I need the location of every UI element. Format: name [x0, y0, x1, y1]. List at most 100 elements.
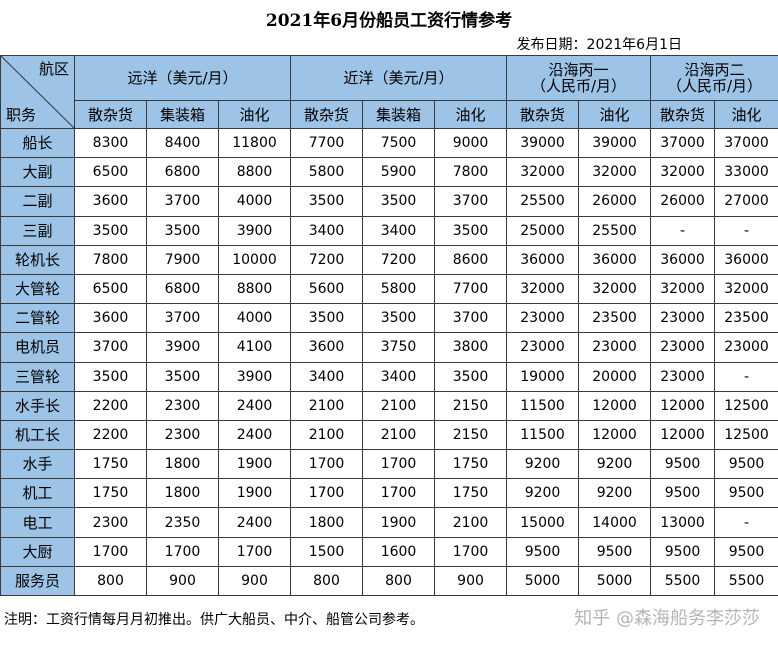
region-header-coastal-c1: 沿海丙一 （人民币/月）: [506, 55, 652, 101]
salary-cell: 25500: [506, 186, 580, 217]
salary-cell: 23500: [578, 303, 652, 334]
salary-cell: 3500: [290, 186, 364, 217]
salary-cell: 7500: [362, 127, 436, 159]
salary-cell: 7700: [434, 273, 508, 305]
table-row: 轮机长 7800 7900 10000 7200 7200 8600 36000 36000 36…: [0, 244, 778, 275]
salary-cell: 12000: [578, 419, 652, 451]
salary-cell: 32000: [506, 157, 580, 188]
salary-cell: -: [714, 507, 778, 538]
salary-cell: 6500: [74, 273, 147, 305]
position-cell: 服务员: [0, 565, 75, 597]
salary-cell: 800: [74, 565, 147, 597]
salary-cell: 9200: [578, 449, 652, 480]
salary-cell: 9000: [434, 127, 508, 159]
salary-cell: 9500: [650, 536, 716, 567]
salary-cell: 3400: [362, 361, 436, 392]
salary-cell: 37000: [650, 127, 716, 159]
salary-cell: 2200: [74, 390, 147, 421]
salary-cell: 9500: [714, 536, 778, 567]
salary-cell: 2150: [434, 419, 508, 451]
table-row: 大副 6500 6800 8800 5800 5900 7800 32000 32000 3200…: [0, 157, 778, 188]
salary-cell: 1700: [362, 449, 436, 480]
position-cell: 机工: [0, 478, 75, 509]
salary-cell: 5900: [362, 157, 436, 188]
salary-cell: 7200: [290, 244, 364, 275]
salary-cell: 6500: [74, 157, 147, 188]
salary-cell: 3500: [434, 215, 508, 246]
salary-cell: 12000: [578, 390, 652, 421]
footnote: 注明：工资行情每月月初推出。供广大船员、中介、船管公司参考。: [4, 612, 424, 628]
position-cell: 电机员: [0, 332, 75, 363]
salary-cell: 2100: [362, 419, 436, 451]
publish-date: 发布日期：2021年6月1日: [516, 37, 682, 53]
salary-cell: 3600: [74, 186, 147, 217]
salary-cell: 3700: [146, 303, 219, 334]
salary-cell: 3500: [290, 303, 364, 334]
position-axis-label: 职务: [6, 106, 37, 124]
salary-cell: 11500: [506, 390, 580, 421]
salary-cell: 1700: [74, 536, 147, 567]
salary-cell: 26000: [650, 186, 716, 217]
salary-cell: 1800: [290, 507, 364, 538]
salary-cell: 3700: [434, 186, 508, 217]
salary-cell: 3800: [434, 332, 508, 363]
salary-cell: 36000: [506, 244, 580, 275]
region-header-ocean: 远洋（美元/月）: [73, 55, 292, 101]
table-row: 水手 1750 1800 1900 1700 1700 1750 9200 9200 9500 95…: [0, 449, 778, 480]
table-row: 机工长 2200 2300 2400 2100 2100 2150 11500 12000 120…: [0, 419, 778, 451]
salary-cell: 39000: [578, 127, 652, 159]
salary-cell: 8800: [217, 273, 292, 305]
table-row: 二管轮 3600 3700 4000 3500 3500 3700 23000 23500 230…: [0, 303, 778, 334]
salary-cell: 2150: [434, 390, 508, 421]
cargo-type-header: 集装箱: [146, 100, 219, 129]
salary-cell: 1700: [290, 478, 364, 509]
salary-cell: 39000: [506, 127, 580, 159]
salary-cell: 3900: [217, 215, 292, 246]
salary-cell: 33000: [714, 157, 778, 188]
salary-cell: -: [714, 215, 778, 246]
salary-cell: 12000: [650, 390, 716, 421]
salary-cell: 3700: [434, 303, 508, 334]
table-row: 电机员 3700 3900 4100 3600 3750 3800 23000 23000 230…: [0, 332, 778, 363]
cargo-type-header: 散杂货: [506, 100, 580, 129]
salary-cell: 9200: [578, 478, 652, 509]
salary-cell: 1700: [290, 449, 364, 480]
table-row: 三副 3500 3500 3900 3400 3400 3500 25000 25500- -: [0, 215, 778, 246]
salary-cell: 3700: [74, 332, 147, 363]
salary-cell: 2400: [217, 507, 292, 538]
salary-cell: 23000: [578, 332, 652, 363]
salary-cell: 3700: [146, 186, 219, 217]
salary-cell: 11500: [506, 419, 580, 451]
salary-table-body: 船长 8300 8400 11800 7700 7500 9000 39000 39000 370…: [0, 127, 778, 597]
salary-cell: 3500: [362, 186, 436, 217]
salary-cell: -: [714, 361, 778, 392]
salary-cell: -: [650, 215, 716, 246]
cargo-type-header: 散杂货: [290, 100, 364, 129]
salary-cell: 8800: [217, 157, 292, 188]
salary-cell: 1750: [434, 449, 508, 480]
cargo-type-header: 油化: [578, 100, 652, 129]
table-row: 电工 2300 2350 2400 1800 1900 2100 15000 14000 1300…: [0, 507, 778, 538]
salary-cell: 2300: [146, 390, 219, 421]
salary-cell: 36000: [650, 244, 716, 275]
salary-cell: 6800: [146, 273, 219, 305]
salary-cell: 1500: [290, 536, 364, 567]
salary-cell: 3900: [146, 332, 219, 363]
table-row: 服务员 800 900 900 800 800 900 5000 5000 5500 5500: [0, 565, 778, 597]
salary-cell: 3400: [290, 215, 364, 246]
header-row-cargo-types: 散杂货 集装箱 油化 散杂货 集装箱 油化 散杂货 油化 散杂货 油化: [1, 100, 778, 129]
salary-cell: 32000: [650, 273, 716, 305]
salary-cell: 2200: [74, 419, 147, 451]
salary-cell: 5000: [578, 565, 652, 597]
salary-cell: 1900: [362, 507, 436, 538]
salary-cell: 5000: [506, 565, 580, 597]
salary-cell: 23500: [714, 303, 778, 334]
cargo-type-header: 散杂货: [74, 100, 147, 129]
salary-cell: 23000: [506, 303, 580, 334]
salary-cell: 3600: [290, 332, 364, 363]
salary-cell: 5800: [362, 273, 436, 305]
salary-cell: 3500: [74, 361, 147, 392]
salary-cell: 2100: [290, 390, 364, 421]
salary-cell: 2300: [74, 507, 147, 538]
table-row: 大管轮 6500 6800 8800 5600 5800 7700 32000 32000 320…: [0, 273, 778, 305]
